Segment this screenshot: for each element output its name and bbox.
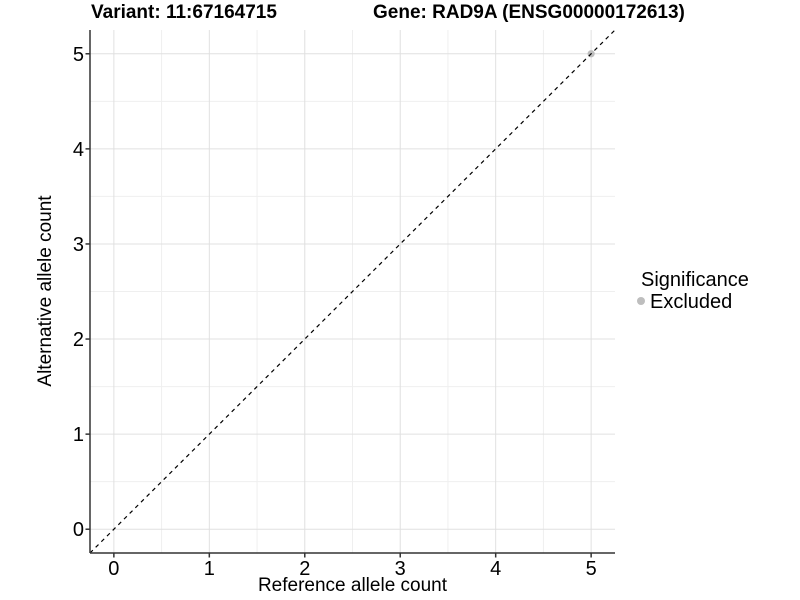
x-tick-label: 5 bbox=[586, 558, 597, 580]
x-tick-label: 3 bbox=[395, 558, 406, 580]
y-tick-label: 3 bbox=[73, 234, 84, 256]
x-tick-label: 0 bbox=[108, 558, 119, 580]
y-tick-label: 5 bbox=[73, 44, 84, 66]
x-tick-label: 1 bbox=[204, 558, 215, 580]
plot-title-variant: Variant: 11:67164715 bbox=[91, 2, 277, 23]
identity-dashed-line bbox=[89, 29, 616, 554]
legend-item-excluded: Excluded bbox=[650, 291, 733, 313]
y-axis-title: Alternative allele count bbox=[35, 195, 56, 387]
y-tick-label: 0 bbox=[73, 519, 84, 541]
y-tick-label: 1 bbox=[73, 424, 84, 446]
plot-title-gene: Gene: RAD9A (ENSG00000172613) bbox=[373, 2, 685, 23]
y-tick-label: 4 bbox=[73, 139, 84, 161]
legend-title: Significance bbox=[641, 269, 749, 291]
y-tick-label: 2 bbox=[73, 329, 84, 351]
x-axis-title: Reference allele count bbox=[257, 575, 448, 596]
legend-key-dot-icon bbox=[637, 297, 645, 305]
x-tick-label: 2 bbox=[299, 558, 310, 580]
x-tick-label: 4 bbox=[490, 558, 501, 580]
